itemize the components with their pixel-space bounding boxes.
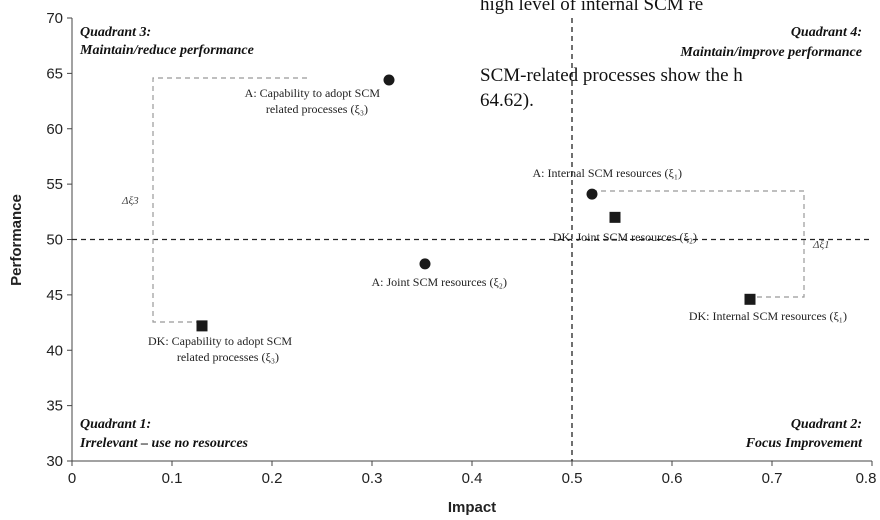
overlay-text-backdrop [478,0,880,13]
x-tick-label: 0.8 [856,470,877,487]
point-dk-internal [744,293,756,305]
quadrant-1-subtitle: Irrelevant – use no resources [79,436,249,451]
point-dk-joint [609,211,621,223]
x-ticks: 0 0.1 0.2 0.3 0.4 0.5 0.6 0.7 0.8 [68,461,877,487]
x-tick-label: 0.7 [762,470,783,487]
y-axis-title: Performance [8,194,25,286]
y-ticks: 30 35 40 45 50 55 60 65 70 [46,10,72,470]
label-dk-internal: DK: Internal SCM resources (ξ₁) [689,309,847,323]
y-tick-label: 70 [46,10,63,27]
data-markers [196,74,756,332]
y-tick-label: 65 [46,65,63,82]
point-a-internal [586,188,598,200]
quadrant-2-subtitle: Focus Improvement [745,436,863,451]
y-tick-label: 40 [46,342,63,359]
label-dk-capability-1: DK: Capability to adopt SCM [148,334,292,348]
point-dk-capability [196,320,208,332]
quadrant-3-title: Quadrant 3: [80,25,151,40]
quadrant-4-title: Quadrant 4: [791,25,862,40]
point-a-joint [419,258,431,270]
overlay-text-line-2: SCM-related processes show the h [480,65,743,86]
y-tick-label: 45 [46,287,63,304]
label-a-internal: A: Internal SCM resources (ξ₁) [533,166,683,180]
delta-3-label: Δξ3 [121,195,139,207]
label-dk-capability-2: related processes (ξ₃) [177,350,279,364]
x-tick-label: 0.3 [362,470,383,487]
quadrant-3-subtitle: Maintain/reduce performance [79,43,254,58]
x-tick-label: 0 [68,470,76,487]
plot-area: 0 0.1 0.2 0.3 0.4 0.5 0.6 0.7 0.8 30 35 40 45 50 55 60… [8,10,876,516]
overlay-text-line-1: high level of internal SCM re [480,0,703,15]
label-a-capability-1: A: Capability to adopt SCM [245,86,381,100]
x-tick-label: 0.1 [162,470,183,487]
y-tick-label: 35 [46,398,63,415]
x-tick-label: 0.5 [562,470,583,487]
overlay-text-line-3: 64.62). [480,90,534,111]
delta-1-label: Δξ1 [812,239,830,251]
quadrant-2-title: Quadrant 2: [791,417,862,432]
y-tick-label: 50 [46,232,63,249]
y-tick-label: 55 [46,176,63,193]
delta-3-bracket [152,77,307,323]
label-a-joint: A: Joint SCM resources (ξ₂) [371,275,507,289]
delta-1-bracket [592,190,805,298]
x-tick-label: 0.2 [262,470,283,487]
x-tick-label: 0.6 [662,470,683,487]
point-a-capability [383,74,395,86]
quadrant-4-subtitle: Maintain/improve performance [679,45,862,60]
label-a-capability-2: related processes (ξ₃) [266,102,368,116]
x-axis-title: Impact [448,499,496,516]
quadrant-1-title: Quadrant 1: [80,417,151,432]
label-dk-joint: DK: Joint SCM resources (ξ₂) [553,230,697,244]
x-tick-label: 0.4 [462,470,483,487]
y-tick-label: 60 [46,121,63,138]
y-tick-label: 30 [46,453,63,470]
